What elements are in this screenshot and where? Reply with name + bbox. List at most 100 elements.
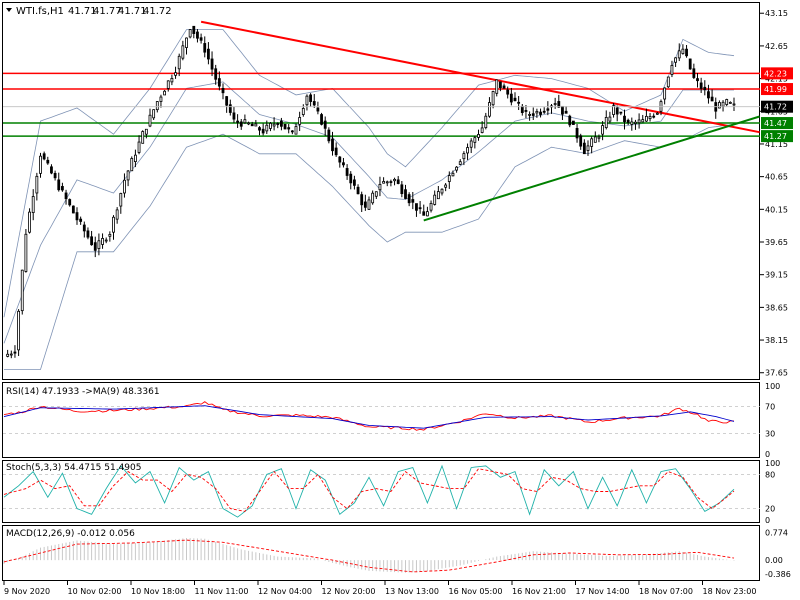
candle-body: [254, 123, 258, 127]
current-price-label: 41.72: [764, 103, 787, 112]
level-price-box: [761, 83, 793, 96]
candle-body: [46, 159, 50, 164]
candle-body: [557, 101, 561, 108]
main-price-panel[interactable]: [3, 20, 760, 370]
candle-body: [64, 192, 68, 200]
osc-tick-label: 20: [765, 505, 775, 514]
candle-body: [506, 89, 510, 95]
candle-body: [564, 110, 568, 114]
price-axis: 43.1542.6542.1541.6541.1540.6540.1539.65…: [760, 9, 793, 378]
candle-body: [97, 240, 101, 249]
candle-body: [130, 158, 134, 172]
candle-body: [561, 105, 564, 115]
macd-panel[interactable]: 0.774 0.00 -0.386: [3, 529, 791, 579]
osc-tick-label: 0.774: [765, 529, 788, 538]
candle-body: [119, 193, 123, 207]
candle-body: [666, 76, 670, 88]
candle-body: [352, 179, 356, 186]
price-tick-label: 39.15: [765, 271, 788, 280]
rsi-ma-line: [3, 405, 735, 429]
candle-body: [524, 110, 528, 112]
candle-body: [374, 191, 378, 197]
price-tick-label: 39.65: [765, 238, 788, 247]
osc-tick-label: 0: [765, 516, 770, 525]
candle-body: [393, 178, 396, 182]
candle-body: [502, 85, 506, 89]
candle-body: [298, 117, 302, 125]
candle-body: [623, 115, 626, 123]
candle-body: [9, 353, 13, 356]
ohlc-high: 41.77: [93, 6, 122, 17]
time-tick-label: 9 Nov 2020: [4, 587, 50, 596]
candle-body: [491, 91, 495, 106]
level-price-box: [761, 67, 793, 80]
dropdown-triangle-icon[interactable]: [6, 8, 12, 12]
candle-body: [531, 113, 535, 116]
candle-body: [312, 101, 316, 106]
candle-body: [115, 209, 119, 220]
candle-body: [663, 87, 667, 100]
time-tick-label: 10 Nov 18:00: [131, 587, 185, 596]
candle-body: [707, 91, 710, 99]
macd-header: MACD(12,26,9) -0.012 0.056: [6, 529, 135, 539]
candle-body: [345, 168, 349, 176]
candle-body: [309, 94, 313, 102]
candle-body: [495, 79, 499, 94]
candle-body: [396, 179, 400, 184]
bollinger-middle-line: [3, 81, 734, 344]
candle-body: [466, 147, 469, 154]
ohlc-open: 41.71: [68, 6, 97, 17]
rsi-panel-frame: [2, 382, 760, 458]
price-tick-label: 42.65: [765, 42, 788, 51]
candle-body: [568, 115, 572, 126]
candle-body: [721, 101, 725, 107]
candle-body: [703, 86, 707, 91]
candle-body: [342, 162, 345, 166]
candle-body: [188, 29, 192, 38]
candle-body: [35, 175, 39, 194]
time-tick-label: 11 Nov 11:00: [195, 587, 249, 596]
candle-body: [232, 112, 236, 120]
price-tick-label: 40.15: [765, 205, 788, 214]
stochastic-panel[interactable]: 100 80 20 0: [3, 459, 780, 525]
candle-body: [261, 128, 265, 134]
candle-body: [265, 124, 269, 132]
time-tick-label: 18 Nov 23:00: [703, 587, 757, 596]
candle-body: [272, 123, 276, 127]
candle-body: [239, 121, 243, 127]
candle-body: [484, 115, 488, 129]
candle-body: [104, 239, 108, 242]
stoch-d-line: [3, 468, 735, 512]
candle-body: [17, 310, 21, 351]
candle-body: [637, 119, 641, 124]
time-tick-label: 16 Nov 05:00: [449, 587, 503, 596]
trendline: [423, 115, 760, 222]
candle-body: [688, 58, 692, 70]
candle-body: [250, 123, 254, 127]
candle-body: [601, 125, 605, 135]
candle-body: [301, 108, 305, 115]
candle-body: [385, 181, 389, 184]
osc-tick-label: 0: [765, 450, 770, 459]
rsi-panel[interactable]: 100 70 30 0: [3, 382, 780, 459]
candle-body: [641, 119, 645, 123]
candle-body: [225, 96, 229, 106]
candle-body: [626, 119, 630, 123]
price-tick-label: 40.65: [765, 173, 788, 182]
candle-body: [699, 82, 703, 89]
osc-tick-label: 80: [765, 470, 775, 479]
candle-body: [411, 199, 415, 203]
candle-body: [418, 207, 422, 210]
candle-body: [152, 109, 156, 119]
candle-body: [655, 112, 659, 115]
candle-body: [407, 194, 411, 204]
candle-body: [382, 181, 386, 184]
candle-body: [612, 105, 615, 115]
candle-body: [356, 186, 360, 195]
candle-body: [148, 114, 152, 127]
candle-body: [582, 142, 586, 155]
chart-header: WTI.fs,H1 41.71 41.77 41.71 41.72: [6, 6, 172, 17]
candle-body: [444, 184, 448, 188]
candle-body: [137, 141, 141, 153]
